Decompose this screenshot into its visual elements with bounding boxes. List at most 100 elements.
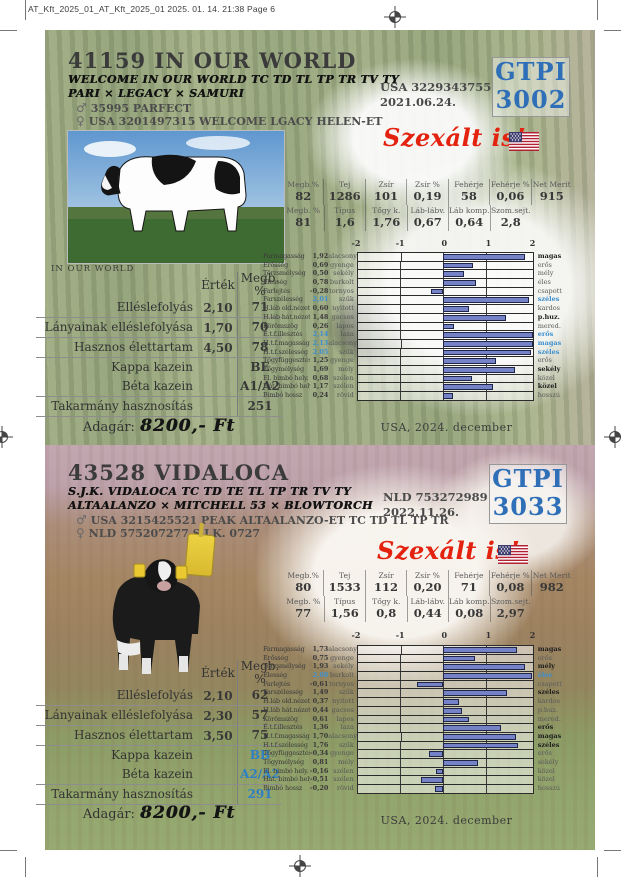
gridline — [443, 776, 445, 784]
trait-name: Farlejtés — [263, 286, 290, 295]
trait-high-label: mély — [537, 269, 554, 278]
trait-name: Erősség — [263, 653, 289, 662]
info-row: Kappa kazein BE — [36, 358, 282, 377]
gridline — [400, 672, 402, 680]
trait-value: -0,34 — [309, 749, 329, 758]
stat-value: 1286 — [328, 189, 361, 203]
gridline — [485, 758, 487, 767]
trait-grid — [356, 784, 534, 794]
trait-low-label: sekély — [333, 269, 354, 278]
trait-low-label: tornyos — [329, 679, 354, 688]
trait-low-label: mély — [338, 364, 354, 373]
trait-name: É.t.f.illesztés — [263, 330, 303, 339]
gridline — [400, 261, 402, 270]
gridline — [485, 680, 487, 689]
trait-name: H.láb old.nézet — [263, 304, 310, 313]
stat-value: 0,19 — [413, 189, 442, 203]
trait-low-label: alacsony — [328, 338, 357, 347]
gridline — [443, 287, 445, 296]
stat-cell: Típus 1,6 — [323, 205, 366, 231]
trait-value: 0,24 — [312, 391, 329, 399]
trait-low-label: alacsony — [328, 731, 357, 740]
stat-label: Zsír — [378, 571, 394, 580]
trait-bar — [417, 681, 444, 688]
trait-bar — [443, 332, 533, 338]
trait-high-label: közel — [537, 373, 555, 382]
stat-label: Szom.sejt. — [490, 597, 531, 606]
trait-value: 2,05 — [312, 347, 329, 356]
crop-mark — [25, 857, 26, 877]
stat-label: Net Merit — [532, 571, 571, 580]
trait-value: -0,16 — [309, 766, 329, 775]
info-header-megb: Megb. % — [237, 272, 282, 298]
trait-bar — [443, 358, 497, 364]
trait-name: Farmagasság — [263, 252, 305, 260]
info-row: Lányainak elléslefolyása 2,30 57 — [36, 706, 282, 726]
stat-label: Láb-lábv. — [410, 206, 446, 215]
trait-bar — [443, 262, 473, 269]
trait-low-label: szűk — [338, 688, 354, 697]
stat-cell: Zsír 112 — [364, 570, 406, 596]
dam-line: ♀ NLD 575207277 S.J.K. 0727 — [76, 526, 260, 540]
info-megb-value: 78 — [237, 338, 282, 357]
info-label: Kappa kazein — [111, 360, 193, 374]
trait-value: 1,25 — [312, 356, 329, 365]
trait-high-label: éles — [537, 671, 553, 680]
sexed-semen-note: Szexált is! — [383, 123, 527, 152]
gridline — [485, 279, 487, 287]
trait-bar — [443, 690, 507, 697]
gridline — [400, 706, 402, 715]
sexed-semen-note: Szexált is! — [377, 536, 521, 565]
trait-high-label: magas — [537, 338, 562, 347]
stat-label: Láb komp. — [449, 206, 490, 215]
bull-title: 43528 VIDALOCA — [68, 460, 290, 485]
axis-tick: 1 — [485, 630, 492, 640]
trait-high-label: mered. — [537, 321, 561, 330]
pedigree-lineage: ALTAALANZO × MITCHELL 53 × BLOWTORCH — [68, 499, 373, 512]
trait-bar — [421, 777, 444, 783]
trait-high-label: kardos — [537, 304, 561, 313]
stat-label: Zsír % — [415, 180, 440, 189]
stat-label: Zsír — [378, 180, 394, 189]
trait-high-label: közel — [537, 766, 555, 775]
trait-row: H.t.f.szélesség 2,05 szűk széles — [263, 347, 567, 358]
gridline — [400, 654, 402, 663]
sire-line: ♂ USA 3215425521 PEAK ALTAALANZO-ET TC TD… — [76, 513, 449, 527]
trait-low-label: gyenge — [329, 653, 354, 662]
trait-name: É.t.f.illesztés — [263, 723, 303, 732]
trait-name: El. bimbó hely. — [263, 766, 309, 775]
trait-high-label: erős — [537, 723, 554, 732]
gridline — [400, 758, 402, 767]
us-flag-icon — [498, 545, 528, 564]
trait-row: É.t.f.illesztés 1,36 laza erős — [263, 723, 567, 733]
trait-bar — [443, 297, 529, 304]
trait-value: 0,69 — [312, 260, 329, 269]
stat-value: 0,08 — [496, 580, 525, 594]
trait-high-label: közel — [537, 382, 557, 391]
trait-high-label: csapott — [537, 679, 562, 688]
axis-tick: 0 — [441, 238, 448, 248]
stat-label: Zsír % — [415, 571, 440, 580]
trait-high-label: erős — [537, 653, 552, 662]
stat-cell: Megb.% 82 — [283, 179, 323, 205]
stat-value: 1,56 — [330, 606, 359, 620]
stat-cell: Megb. % 81 — [283, 205, 324, 231]
info-label: Elléslefolyás — [116, 688, 193, 702]
trait-name: Farmagasság — [263, 645, 305, 653]
trait-high-label: mély — [537, 662, 555, 671]
info-row: Takarmány hasznosítás 291 — [36, 785, 282, 805]
trait-row: Farmagasság 1,73 alacsony magas — [263, 645, 567, 655]
stat-cell: Zsír 101 — [364, 179, 406, 205]
trait-low-label: laza — [340, 723, 354, 732]
trait-name: Élesség — [263, 671, 287, 680]
trait-high-label: széles — [537, 740, 560, 749]
crop-mark — [0, 850, 17, 851]
crop-mark — [597, 857, 598, 877]
info-label: Béta kazein — [121, 767, 193, 781]
trait-bar — [443, 664, 526, 671]
info-row: Kappa kazein BB — [36, 746, 282, 765]
trait-bar — [443, 647, 517, 653]
trait-high-label: erős — [537, 749, 552, 758]
info-header-ertek: Érték — [201, 666, 235, 680]
